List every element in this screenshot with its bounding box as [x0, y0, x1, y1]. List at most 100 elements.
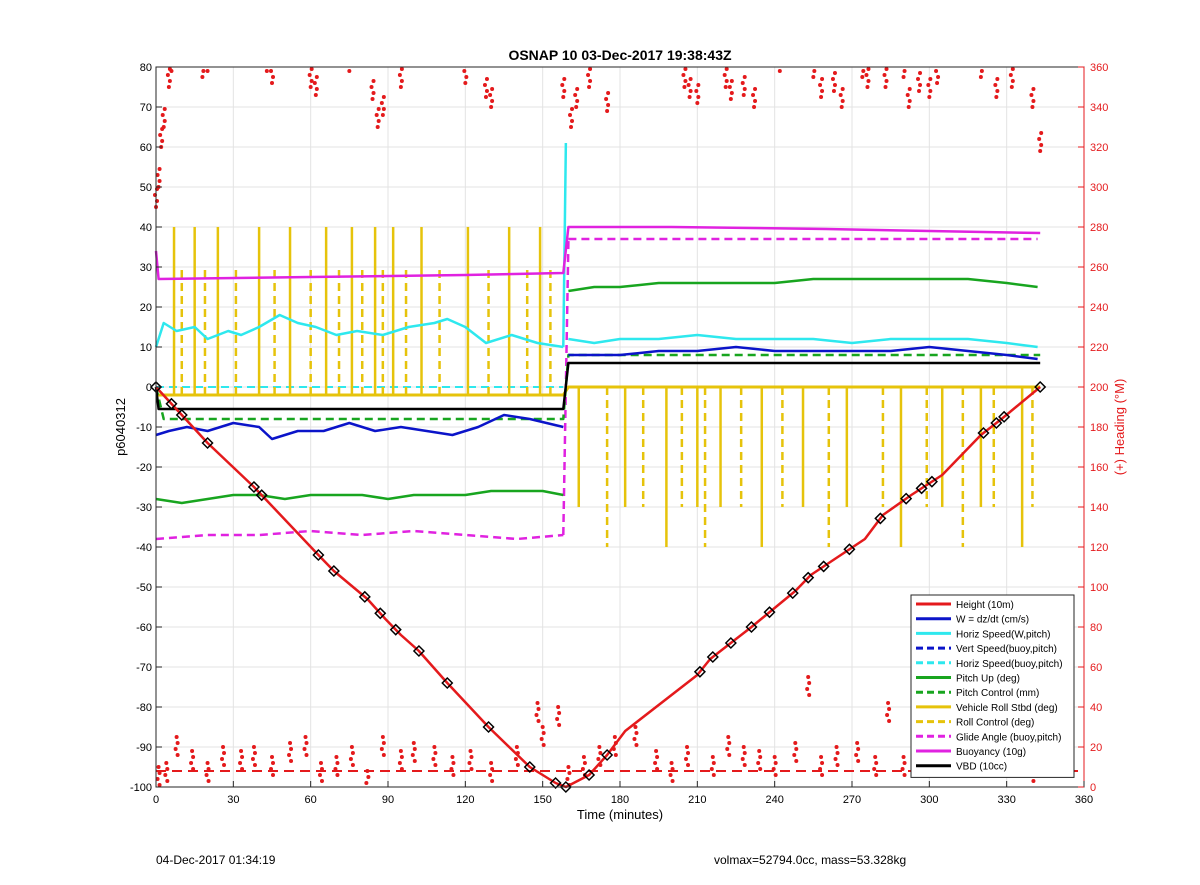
- y-tick-label-left: -100: [130, 782, 152, 794]
- heading-point: [597, 745, 602, 749]
- height-marker: [255, 489, 268, 502]
- heading-point: [722, 73, 727, 77]
- heading-point: [806, 675, 811, 679]
- heading-point: [1037, 137, 1042, 141]
- heading-point: [856, 747, 861, 751]
- legend-label: Pitch Up (deg): [956, 674, 1020, 685]
- heading-point: [314, 87, 319, 91]
- heading-point: [269, 69, 273, 73]
- y-tick-label-right: 320: [1090, 142, 1108, 154]
- heading-point: [222, 763, 227, 767]
- heading-point: [752, 105, 757, 109]
- heading-point: [818, 767, 823, 771]
- x-tick-label: 330: [997, 794, 1015, 806]
- y-axis-label-left: p6040312: [113, 398, 128, 456]
- heading-point: [727, 741, 732, 745]
- heading-point: [820, 773, 825, 777]
- heading-point: [866, 67, 871, 71]
- heading-point: [288, 741, 293, 745]
- heading-point: [605, 109, 610, 113]
- height-marker: [327, 564, 340, 578]
- heading-point: [886, 701, 891, 705]
- heading-point: [686, 83, 691, 87]
- heading-point: [885, 713, 890, 717]
- x-tick-label: 240: [765, 794, 783, 806]
- height-marker: [1034, 380, 1047, 394]
- heading-point: [820, 89, 825, 93]
- height-marker: [786, 587, 799, 600]
- height-marker: [763, 606, 776, 619]
- heading-point: [565, 777, 570, 781]
- y-tick-label-right: 20: [1090, 742, 1102, 754]
- heading-point: [928, 77, 933, 81]
- heading-point: [598, 751, 603, 755]
- x-tick-label: 30: [227, 794, 239, 806]
- height-marker: [247, 480, 261, 494]
- heading-point: [936, 75, 941, 79]
- glide-angle-down-line: [155, 529, 564, 541]
- heading-point: [240, 767, 245, 771]
- x-tick-label: 120: [456, 794, 474, 806]
- heading-point: [1010, 67, 1015, 71]
- heading-point: [371, 91, 376, 95]
- y-tick-label-left: 40: [140, 222, 152, 234]
- heading-point: [906, 105, 911, 109]
- heading-point: [581, 755, 586, 759]
- heading-point: [191, 755, 196, 759]
- heading-point: [606, 103, 611, 107]
- horiz-speed-down-line: [154, 313, 564, 349]
- heading-point: [653, 761, 658, 765]
- heading-point: [555, 717, 560, 721]
- heading-point: [741, 745, 746, 749]
- heading-point: [317, 773, 322, 777]
- heading-point: [742, 87, 747, 91]
- heading-point: [587, 85, 592, 89]
- heading-point: [314, 75, 319, 79]
- legend-label: Vert Speed(buoy,pitch): [956, 644, 1057, 655]
- y-tick-label-left: -90: [136, 742, 152, 754]
- heading-point: [450, 755, 455, 759]
- y-tick-label-left: -30: [136, 502, 152, 514]
- heading-point: [567, 771, 572, 775]
- heading-point: [483, 95, 488, 99]
- chart-title: OSNAP 10 03-Dec-2017 19:38:43Z: [508, 47, 732, 63]
- heading-point: [381, 753, 386, 757]
- pitch-up-down-line: [155, 489, 564, 505]
- heading-point: [905, 93, 910, 97]
- height-marker: [358, 590, 371, 603]
- y-tick-label-left: -20: [136, 462, 152, 474]
- heading-point: [668, 773, 673, 777]
- heading-point: [381, 107, 386, 111]
- heading-point: [632, 737, 637, 741]
- vbd-line: [154, 361, 1041, 411]
- heading-point: [365, 769, 370, 773]
- heading-point: [934, 69, 939, 73]
- heading-point: [874, 773, 879, 777]
- footer-timestamp: 04-Dec-2017 01:34:19: [156, 853, 276, 867]
- heading-point: [469, 767, 474, 771]
- heading-point: [164, 761, 169, 765]
- height-marker: [874, 512, 887, 525]
- heading-point: [319, 779, 324, 783]
- heading-point: [534, 713, 539, 717]
- heading-point: [901, 75, 906, 79]
- heading-point: [482, 83, 487, 87]
- heading-point: [772, 755, 777, 759]
- heading-point: [612, 735, 617, 739]
- legend-label: Glide Angle (buoy,pitch): [956, 732, 1061, 743]
- heading-point: [741, 93, 746, 97]
- heading-point: [158, 133, 163, 137]
- axes: 0 30 60 90 120 150 180 210 240 270 300 330 360807060…: [130, 62, 1108, 806]
- legend: Height (10m) W = dz/dt (cm/s) Horiz Speed(…: [910, 594, 1075, 778]
- height-marker: [312, 548, 325, 562]
- heading-point: [917, 89, 922, 93]
- height-marker: [165, 397, 178, 410]
- heading-point: [366, 775, 371, 779]
- heading-point: [872, 767, 877, 771]
- heading-point: [463, 81, 468, 85]
- heading-point: [469, 755, 474, 759]
- height-marker: [523, 760, 536, 774]
- heading-point: [313, 93, 318, 97]
- heading-point: [561, 95, 566, 99]
- heading-point: [271, 761, 275, 765]
